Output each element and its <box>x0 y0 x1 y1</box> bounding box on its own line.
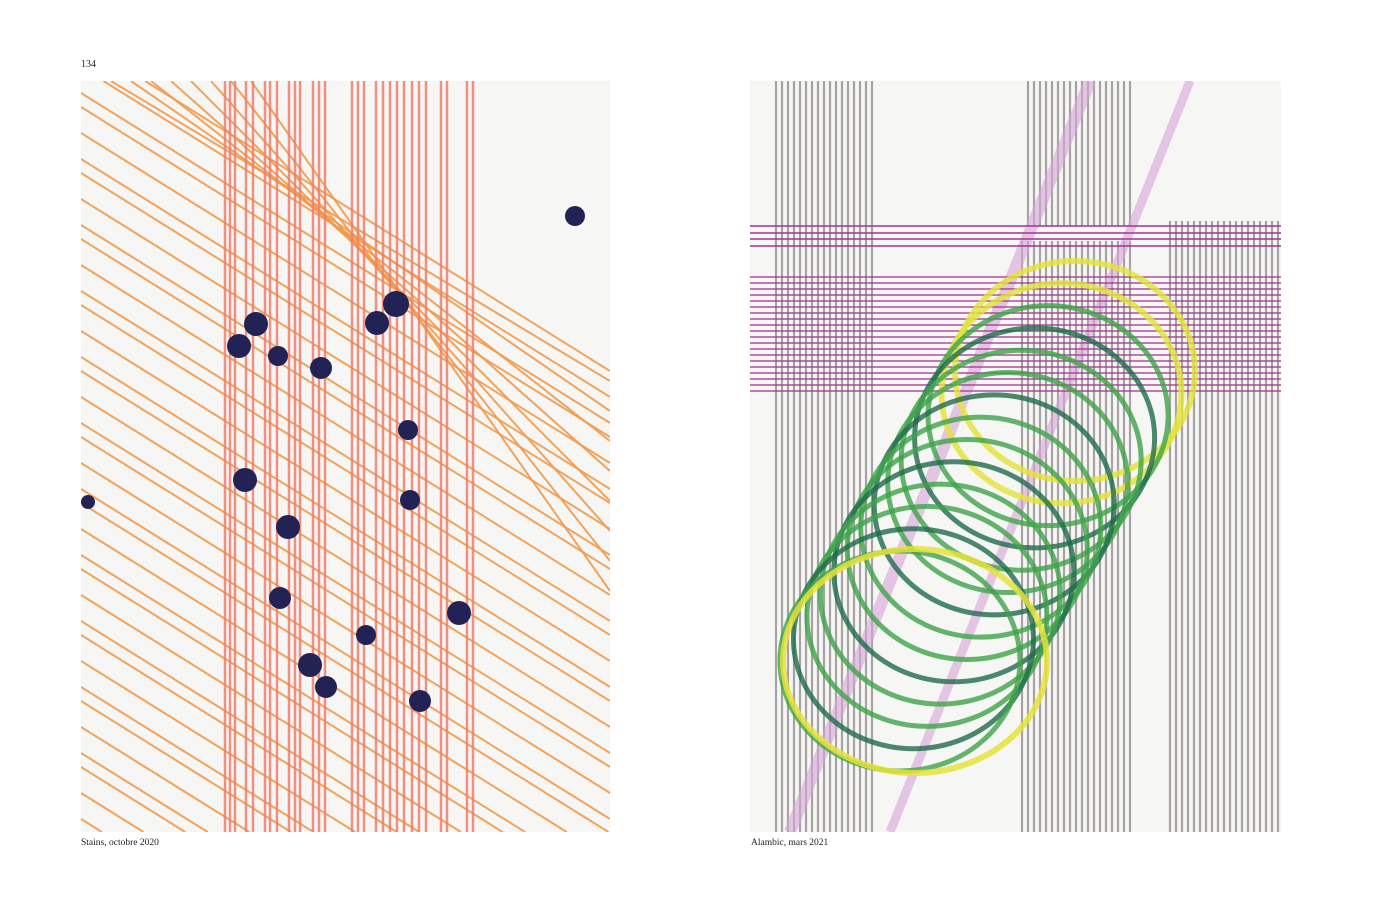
ink-dot <box>244 312 268 336</box>
diagonal-line <box>144 81 610 372</box>
diagonal-line <box>81 726 250 832</box>
ink-dot <box>269 587 291 609</box>
diagonal-line <box>81 436 610 768</box>
ink-dot <box>315 676 337 698</box>
diagonal-line <box>81 158 610 490</box>
diagonal-line <box>81 224 610 556</box>
ink-dot <box>447 601 471 625</box>
diagonal-line <box>81 290 610 622</box>
diagonal-line <box>150 81 610 442</box>
ink-dot <box>356 625 376 645</box>
ink-dot <box>310 357 332 379</box>
diagonal-line <box>81 620 420 832</box>
diagonal-line <box>81 766 186 832</box>
diagonal-line <box>81 370 610 702</box>
pink-diagonal-stroke <box>885 81 1195 832</box>
diagonal-line <box>81 554 526 832</box>
caption-left: Stains, octobre 2020 <box>81 838 159 848</box>
diagonal-line <box>110 81 610 382</box>
ink-dot <box>565 206 585 226</box>
diagonal-line <box>81 752 209 832</box>
diagonal-line <box>81 396 610 728</box>
artwork-stains-drawing <box>81 81 610 832</box>
caption-right: Alambic, mars 2021 <box>751 838 829 848</box>
diagonal-line <box>81 264 610 596</box>
pink-diagonal-stroke <box>784 81 1096 832</box>
diagonal-line <box>81 422 610 754</box>
ink-dot <box>365 311 389 335</box>
ink-dot <box>398 420 418 440</box>
artwork-stains <box>81 81 610 832</box>
diagonal-line <box>81 238 610 570</box>
diagonal-line <box>81 686 314 832</box>
diagonal-line <box>81 92 610 424</box>
diagonal-line <box>81 304 610 636</box>
ink-dot <box>81 495 95 509</box>
diagonal-line <box>81 700 292 832</box>
ink-dot <box>298 653 322 677</box>
diagonal-line <box>81 818 103 832</box>
diagonal-line <box>81 356 610 688</box>
diagonal-line <box>81 106 610 438</box>
artwork-alambic-drawing <box>750 81 1281 832</box>
diagonal-line <box>81 660 356 832</box>
ring <box>804 503 1050 729</box>
diagonal-line <box>81 568 504 832</box>
ring <box>817 481 1063 707</box>
ink-dot <box>233 468 257 492</box>
diagonal-line <box>81 792 145 832</box>
diagonal-line <box>130 81 610 412</box>
ink-dot <box>383 291 409 317</box>
diagonal-line <box>250 81 610 592</box>
artwork-alambic <box>750 81 1281 832</box>
ink-dot <box>227 334 251 358</box>
ink-dot <box>400 490 420 510</box>
diagonal-line <box>81 488 610 820</box>
page-number: 134 <box>81 59 96 70</box>
diagonal-line <box>81 502 609 832</box>
ink-dot <box>268 346 288 366</box>
diagonal-line <box>81 462 610 794</box>
diagonal-line <box>81 132 610 464</box>
ring <box>780 546 1050 776</box>
ink-dot <box>409 690 431 712</box>
diagonal-line <box>81 634 398 832</box>
ink-dot <box>276 515 300 539</box>
diagonal-line <box>81 330 610 662</box>
diagonal-line <box>190 81 610 502</box>
ring <box>790 526 1036 752</box>
diagonal-line <box>81 198 610 530</box>
